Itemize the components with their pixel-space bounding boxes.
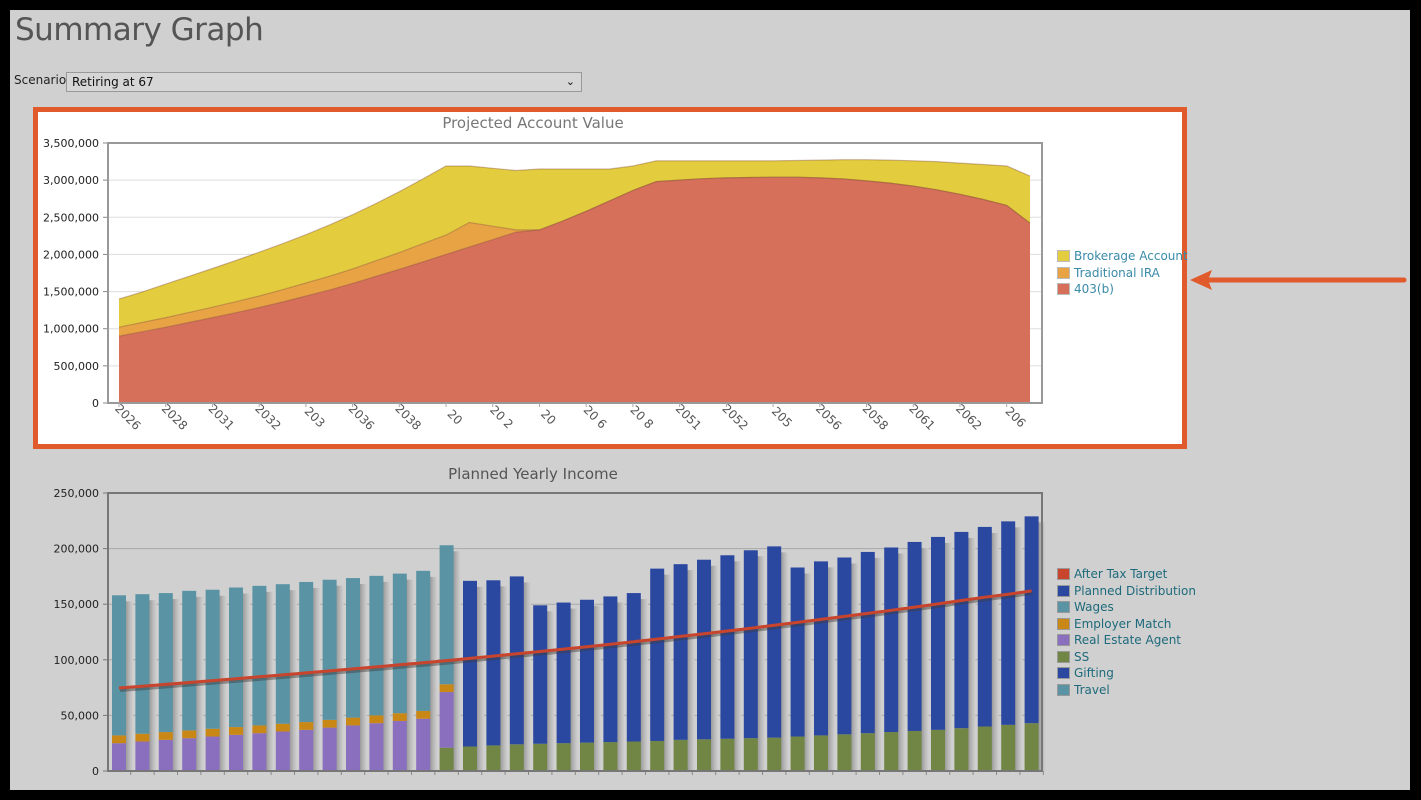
legend-label: Employer Match <box>1074 616 1172 631</box>
yearly-income-legend: After Tax Target Planned Distribution Wage… <box>1057 566 1196 698</box>
chevron-down-icon: ⌄ <box>565 75 575 88</box>
legend-swatch <box>1057 650 1070 663</box>
legend-label: SS <box>1074 649 1090 664</box>
legend-item[interactable]: 403(b) <box>1057 281 1188 298</box>
legend-swatch <box>1057 283 1070 296</box>
legend-swatch <box>1057 568 1070 581</box>
legend-label: 403(b) <box>1074 282 1114 297</box>
legend-item[interactable]: Traditional IRA <box>1057 265 1188 282</box>
account-value-legend: Brokerage Account Traditional IRA 403(b) <box>1057 248 1188 298</box>
legend-label: Wages <box>1074 600 1114 615</box>
legend-item[interactable]: Travel <box>1057 682 1196 699</box>
legend-item[interactable]: Wages <box>1057 599 1196 616</box>
legend-label: Planned Distribution <box>1074 583 1196 598</box>
legend-item[interactable]: After Tax Target <box>1057 566 1196 583</box>
legend-label: Brokerage Account <box>1074 249 1188 264</box>
legend-swatch <box>1057 601 1070 614</box>
legend-swatch <box>1057 683 1070 696</box>
legend-swatch <box>1057 667 1070 680</box>
highlight-frame <box>33 107 1187 449</box>
callout-arrow-icon <box>1190 270 1407 290</box>
legend-item[interactable]: Brokerage Account <box>1057 248 1188 265</box>
legend-item[interactable]: Employer Match <box>1057 616 1196 633</box>
legend-label: Traditional IRA <box>1074 265 1160 280</box>
legend-swatch <box>1057 634 1070 647</box>
page-title: Summary Graph <box>15 12 264 48</box>
legend-item[interactable]: Gifting <box>1057 665 1196 682</box>
legend-label: Gifting <box>1074 666 1114 681</box>
scenario-select-value: Retiring at 67 <box>72 75 154 89</box>
legend-label: Real Estate Agent <box>1074 633 1181 648</box>
legend-label: After Tax Target <box>1074 567 1168 582</box>
legend-swatch <box>1057 250 1070 263</box>
page: Summary Graph Scenario Retiring at 67 ⌄ <box>10 10 1410 790</box>
legend-item[interactable]: Planned Distribution <box>1057 583 1196 600</box>
legend-item[interactable]: Real Estate Agent <box>1057 632 1196 649</box>
scenario-label: Scenario <box>14 73 67 87</box>
legend-item[interactable]: SS <box>1057 649 1196 666</box>
legend-label: Travel <box>1074 682 1110 697</box>
legend-swatch <box>1057 617 1070 630</box>
legend-swatch <box>1057 584 1070 597</box>
legend-swatch <box>1057 266 1070 279</box>
scenario-select[interactable]: Retiring at 67 ⌄ <box>66 72 582 92</box>
